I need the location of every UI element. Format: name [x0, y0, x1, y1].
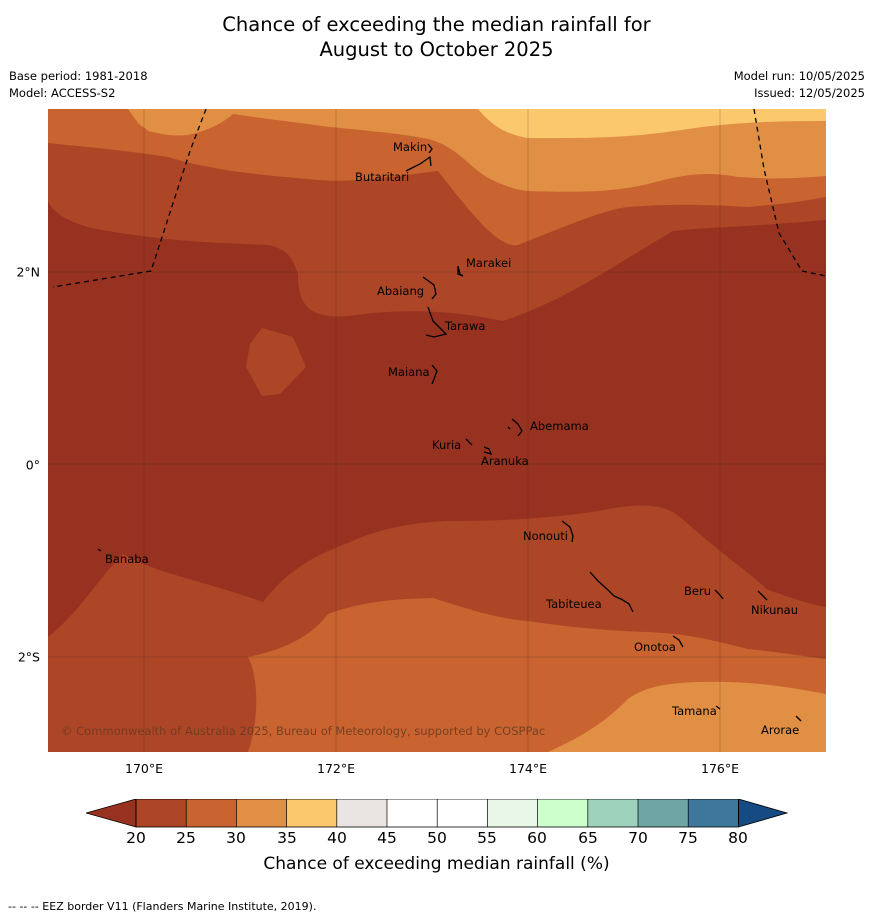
colorbar-tick: 70 — [628, 829, 648, 847]
colorbar-tick: 75 — [678, 829, 698, 847]
place-label-beru: Beru — [684, 584, 711, 598]
colorbar-tick: 55 — [477, 829, 497, 847]
place-label-nikunau: Nikunau — [751, 603, 799, 617]
base-period: Base period: 1981-2018 — [9, 69, 148, 83]
place-label-tamana: Tamana — [672, 704, 717, 718]
lon-label-172e: 172°E — [316, 761, 356, 776]
place-label-nonouti: Nonouti — [523, 529, 568, 543]
colorbar-frame — [135, 798, 739, 828]
colorbar-bin-55-60 — [487, 799, 538, 827]
eez-border — [52, 109, 826, 288]
place-label-maiana: Maiana — [388, 365, 430, 379]
region-20-25-sw — [48, 654, 257, 752]
place-label-butaritari: Butaritari — [355, 170, 410, 184]
colorbar-extend-high — [738, 798, 789, 828]
colorbar-tick: 20 — [126, 829, 146, 847]
meta-right: Model run: 10/05/2025 Issued: 12/05/2025 — [734, 68, 865, 102]
model-run: Model run: 10/05/2025 — [733, 69, 865, 83]
lon-label-170e: 170°E — [124, 761, 164, 776]
colorbar-tick: 40 — [327, 829, 347, 847]
place-label-kuria: Kuria — [432, 438, 462, 452]
colorbar-bin-25-30 — [186, 799, 237, 827]
lat-label-2n: 2°N — [16, 264, 40, 280]
place-label-marakei: Marakei — [466, 256, 512, 270]
colorbar-extend-low — [84, 798, 137, 828]
colorbar-bin-45-50 — [387, 799, 438, 827]
place-label-banaba: Banaba — [105, 552, 149, 566]
map-panel[interactable]: © Commonwealth of Australia 2025, Bureau… — [48, 109, 826, 752]
issued-date: Issued: 12/05/2025 — [754, 86, 865, 100]
footnote: -- -- -- EEZ border V11 (Flanders Marine… — [8, 900, 317, 913]
title-line-2: August to October 2025 — [319, 38, 554, 61]
colorbar-tick: 60 — [527, 829, 547, 847]
colorbar-bin-40-45 — [336, 799, 387, 827]
chart-title: Chance of exceeding the median rainfall … — [0, 12, 873, 62]
place-label-tabiteuea: Tabiteuea — [546, 597, 602, 611]
colorbar-bin-65-70 — [587, 799, 638, 827]
colorbar-tick: 25 — [176, 829, 196, 847]
colorbar — [84, 798, 789, 833]
place-label-tarawa: Tarawa — [445, 319, 486, 333]
lat-label-2s: 2°S — [17, 649, 40, 665]
place-label-aranuka: Aranuka — [481, 454, 529, 468]
colorbar-bin-50-55 — [437, 799, 488, 827]
place-label-makin: Makin — [393, 140, 428, 154]
lon-label-176e: 176°E — [700, 761, 740, 776]
colorbar-tick: 50 — [427, 829, 447, 847]
lon-label-174e: 174°E — [508, 761, 548, 776]
island-outlines — [97, 143, 802, 722]
colorbar-tick: 35 — [277, 829, 297, 847]
colorbar-bin-70-75 — [638, 799, 689, 827]
graticule — [48, 109, 826, 752]
colorbar-bin-20-25 — [136, 799, 187, 827]
colorbar-dividers — [135, 799, 739, 827]
region-30-35-south — [548, 681, 826, 752]
colorbar-bin-30-35 — [236, 799, 287, 827]
colorbar-tick: 80 — [728, 829, 748, 847]
region-35-40-north — [478, 109, 826, 139]
colorbar-bin-75-80 — [688, 799, 739, 827]
colorbar-tick: 65 — [578, 829, 598, 847]
place-label-abaiang: Abaiang — [377, 284, 425, 298]
title-line-1: Chance of exceeding the median rainfall … — [222, 13, 651, 36]
colorbar-bin-60-65 — [537, 799, 588, 827]
colorbar-tick: 45 — [377, 829, 397, 847]
colorbar-tick: 30 — [226, 829, 246, 847]
model-name: Model: ACCESS-S2 — [9, 86, 116, 100]
rainfall-map — [48, 109, 826, 752]
colorbar-label: Chance of exceeding median rainfall (%) — [263, 854, 610, 874]
place-label-onotoa: Onotoa — [634, 640, 676, 654]
colorbar-svg — [84, 798, 789, 828]
lat-label-0: 0° — [25, 457, 40, 473]
place-label-arorae: Arorae — [761, 723, 800, 737]
region-20-25-blob — [246, 328, 306, 396]
place-label-abemama: Abemama — [530, 419, 589, 433]
colorbar-bin-35-40 — [286, 799, 337, 827]
copyright-notice: © Commonwealth of Australia 2025, Bureau… — [61, 724, 546, 738]
meta-left: Base period: 1981-2018 Model: ACCESS-S2 — [9, 68, 148, 102]
region-30-35-nw — [128, 109, 238, 136]
